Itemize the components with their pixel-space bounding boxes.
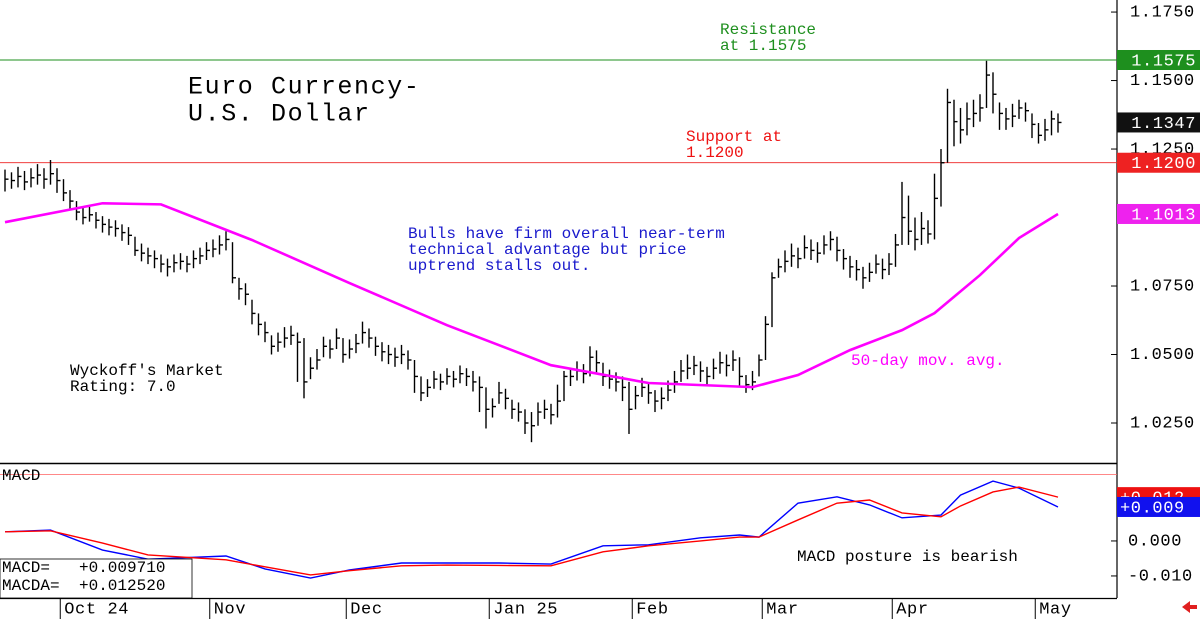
price-marker-label: 1.1200 [1131,155,1196,174]
macd-marker [1117,496,1200,517]
x-tick-label: Oct 24 [64,600,129,619]
y-tick-label: 1.0500 [1130,346,1195,365]
annotation: technical advantage but price [408,241,686,259]
price-marker [1117,152,1200,173]
price-marker [1117,49,1200,70]
moving-average-label: 50-day mov. avg. [851,352,1005,370]
y-tick-label: -0.010 [1128,567,1193,586]
readout-box [0,558,193,599]
annotation: 1.1200 [686,144,744,162]
annotation: Support at [686,128,782,146]
readout-name: MACD= [2,559,50,577]
price-marker-label: 1.1013 [1131,206,1196,225]
annotation: Rating: 7.0 [70,378,176,396]
x-tick-label: May [1039,600,1071,619]
x-tick-label: Nov [214,600,246,619]
x-tick-label: Apr [896,600,928,619]
annotation: MACD posture is bearish [797,548,1018,566]
y-tick-label: 1.1750 [1130,4,1195,23]
panel-label: MACD [2,467,40,485]
x-tick-label: Feb [636,600,668,619]
chart-title: U.S. Dollar [188,100,371,129]
annotation: uptrend stalls out. [408,257,590,275]
price-marker-label: 1.1575 [1131,52,1196,71]
y-tick-label: 1.1500 [1130,72,1195,91]
price-marker [1117,203,1200,224]
price-marker [1117,112,1200,133]
annotation: Bulls have firm overall near-term [408,225,725,243]
x-tick-label: Mar [766,600,798,619]
annotation: at 1.1575 [720,37,806,55]
scroll-arrow [1182,601,1197,613]
y-tick-label: 0.000 [1128,532,1182,551]
annotation: Wyckoff's Market [70,362,224,380]
readout-name: MACDA= [2,577,60,595]
x-tick-label: Dec [350,600,382,619]
macd-line [4,486,1059,576]
readout-value: +0.012520 [79,577,165,595]
y-tick-label: 1.0250 [1130,414,1195,433]
chart-title: Euro Currency- [188,73,420,102]
y-tick-label: 1.0750 [1130,278,1195,297]
moving-average [4,201,1059,389]
x-tick-label: Jan 25 [493,600,558,619]
annotation: Resistance [720,21,816,39]
price-marker-label: 1.1347 [1131,115,1196,134]
readout-value: +0.009710 [79,559,165,577]
macd-marker-label: +0.009 [1120,499,1185,518]
